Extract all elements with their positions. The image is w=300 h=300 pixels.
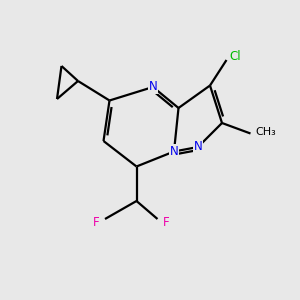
Text: F: F [163,215,169,229]
Text: F: F [93,215,99,229]
Text: N: N [194,140,202,154]
Text: N: N [169,145,178,158]
Text: Cl: Cl [230,50,241,64]
Text: CH₃: CH₃ [255,127,276,137]
Text: N: N [148,80,158,94]
